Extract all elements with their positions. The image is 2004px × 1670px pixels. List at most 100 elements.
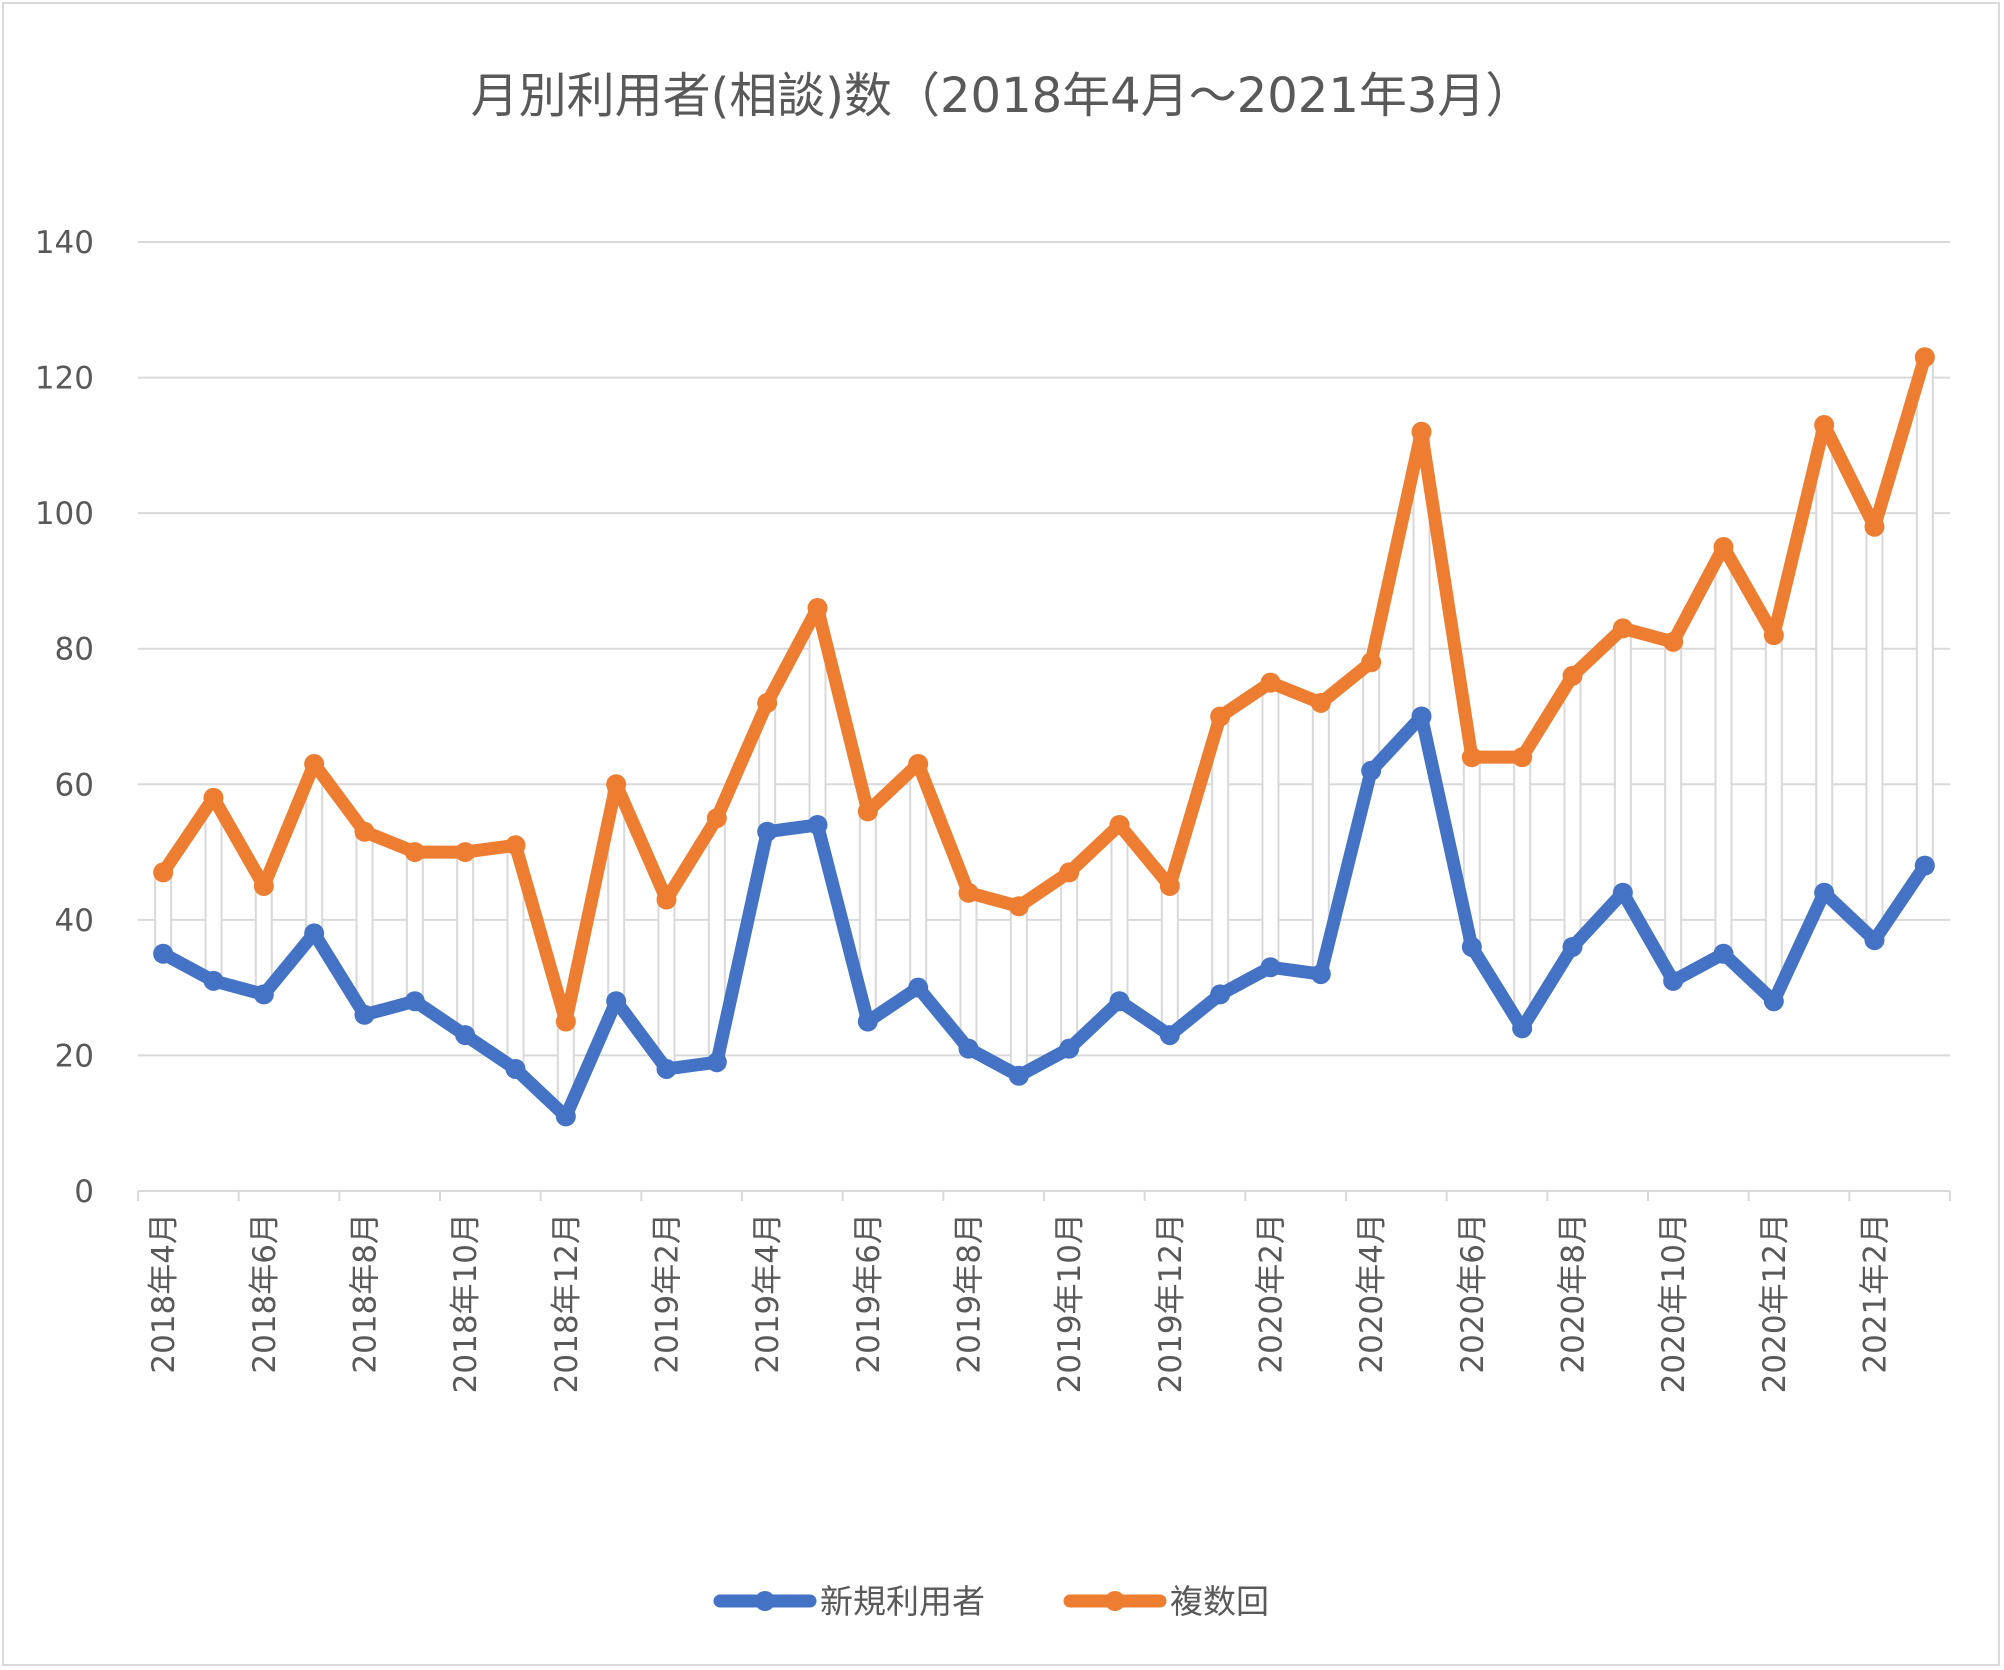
series-line-2: [156, 350, 1932, 1029]
high-low-bar: [1764, 634, 1783, 1003]
data-point: [1008, 896, 1029, 917]
y-tick-label: 40: [55, 903, 94, 939]
x-tick-label: 2018年10月: [448, 1213, 484, 1393]
high-low-bar: [1513, 756, 1532, 1030]
series-line-1: [156, 710, 1932, 1123]
high-low-bar: [204, 796, 223, 982]
data-point: [1612, 882, 1633, 903]
legend-marker-1: [755, 1591, 775, 1611]
data-point: [706, 1052, 727, 1073]
high-low-bar: [1110, 823, 1129, 1003]
data-point: [1763, 991, 1784, 1012]
data-point: [555, 1011, 576, 1032]
data-point: [404, 842, 425, 863]
x-tick-label: 2019年10月: [1052, 1213, 1088, 1393]
x-tick-label: 2020年10月: [1656, 1213, 1692, 1393]
data-point: [807, 598, 828, 619]
data-point: [706, 808, 727, 829]
data-point: [1109, 991, 1130, 1012]
data-point: [958, 1038, 979, 1059]
x-tick-label: 2020年4月: [1354, 1213, 1390, 1374]
data-point: [1310, 964, 1331, 985]
high-low-bar: [1160, 884, 1179, 1037]
data-point: [1059, 862, 1080, 883]
x-tick-label: 2019年8月: [952, 1213, 988, 1374]
high-low-bar: [1915, 356, 1934, 867]
data-point: [1361, 760, 1382, 781]
data-point: [253, 875, 274, 896]
x-tick-label: 2020年2月: [1254, 1213, 1290, 1374]
x-tick-label: 2018年4月: [146, 1213, 182, 1374]
y-tick-label: 20: [55, 1038, 94, 1074]
y-tick-label: 120: [35, 361, 94, 397]
high-low-bar: [1009, 905, 1028, 1077]
data-point: [1562, 665, 1583, 686]
data-point: [1361, 652, 1382, 673]
high-low-bar: [1060, 871, 1079, 1050]
data-point: [1159, 875, 1180, 896]
data-point: [1260, 672, 1281, 693]
high-low-bar: [657, 898, 676, 1070]
x-tick-label: 2020年6月: [1455, 1213, 1491, 1374]
data-point: [203, 970, 224, 991]
high-low-bar: [1714, 546, 1733, 955]
data-point: [304, 753, 325, 774]
data-point: [1512, 1018, 1533, 1039]
high-low-lines: [154, 356, 1934, 1118]
data-point: [958, 882, 979, 903]
data-point: [1461, 936, 1482, 957]
high-low-bar: [1211, 715, 1230, 996]
data-point: [1914, 855, 1935, 876]
data-point: [555, 1106, 576, 1127]
data-point: [606, 991, 627, 1012]
y-tick-label: 140: [35, 225, 94, 261]
x-tick-label: 2021年2月: [1858, 1213, 1894, 1374]
high-low-bar: [1261, 681, 1280, 969]
high-low-bar: [1815, 424, 1834, 894]
data-point: [1159, 1025, 1180, 1046]
high-low-bar: [909, 762, 928, 989]
data-point: [1663, 970, 1684, 991]
high-low-bar: [1865, 525, 1884, 942]
data-point: [1461, 747, 1482, 768]
x-tick-label: 2019年6月: [851, 1213, 887, 1374]
data-point: [757, 692, 778, 713]
high-low-bar: [959, 891, 978, 1050]
y-axis-ticks: 0 20 40 60 80 100 120 140: [35, 225, 94, 1210]
data-point: [1713, 943, 1734, 964]
y-tick-label: 80: [55, 632, 94, 668]
data-point: [505, 1058, 526, 1079]
data-point: [1260, 957, 1281, 978]
data-point: [1562, 936, 1583, 957]
x-tick-label: 2018年6月: [247, 1213, 283, 1374]
y-tick-label: 100: [35, 496, 94, 532]
data-point: [304, 923, 325, 944]
data-point: [1512, 747, 1533, 768]
data-point: [606, 774, 627, 795]
high-low-bar: [456, 851, 475, 1037]
data-point: [1310, 692, 1331, 713]
high-low-bar: [1563, 674, 1582, 948]
data-point: [757, 821, 778, 842]
data-point: [1864, 930, 1885, 951]
legend-marker-2: [1105, 1591, 1125, 1611]
x-axis: 2018年4月 2018年6月 2018年8月 2018年10月 2018年12月 201…: [137, 1190, 1951, 1393]
data-point: [1864, 516, 1885, 537]
x-tick-label: 2018年8月: [348, 1213, 384, 1374]
data-point: [354, 821, 375, 842]
high-low-bar: [154, 871, 173, 955]
data-point: [1763, 625, 1784, 646]
data-point: [1914, 347, 1935, 368]
high-low-bar: [405, 851, 424, 1003]
x-tick-label: 2018年12月: [549, 1213, 585, 1393]
x-tick-label: 2019年4月: [750, 1213, 786, 1374]
legend-label-2: 複数回: [1170, 1582, 1269, 1621]
data-point: [455, 1025, 476, 1046]
data-point: [656, 1058, 677, 1079]
data-point: [404, 991, 425, 1012]
data-point: [1612, 618, 1633, 639]
data-point: [1814, 415, 1835, 436]
x-tick-label: 2020年8月: [1556, 1213, 1592, 1374]
data-point: [1109, 814, 1130, 835]
